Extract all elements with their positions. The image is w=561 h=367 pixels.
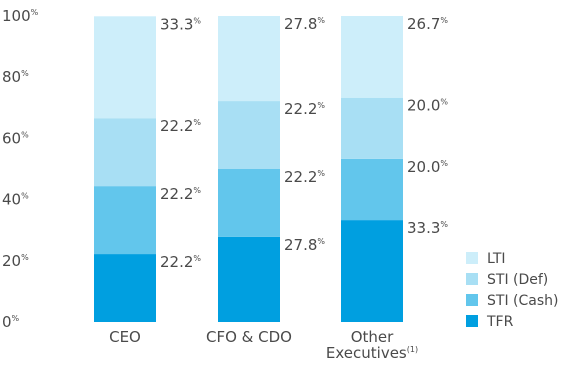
value-label: 33.3%: [407, 219, 448, 237]
y-tick-label: 0%: [2, 313, 20, 331]
legend-swatch: [466, 252, 478, 264]
value-label-suffix: %: [440, 16, 448, 25]
value-label-number: 22.2: [160, 185, 193, 203]
value-label-number: 33.3: [160, 15, 193, 33]
category-footnote: (1): [407, 345, 418, 354]
value-label-number: 20.0: [407, 158, 440, 176]
legend-swatch: [466, 273, 478, 285]
y-tick-suffix: %: [31, 8, 39, 17]
value-label: 22.2%: [160, 117, 201, 135]
value-label-suffix: %: [440, 220, 448, 229]
value-label: 33.3%: [160, 15, 201, 33]
legend-label: TFR: [486, 314, 514, 330]
bar-segment: [218, 236, 280, 322]
bar-segment: [341, 158, 403, 221]
legend-label: LTI: [487, 251, 506, 267]
bar-segment: [341, 220, 403, 322]
bar-segment: [341, 16, 403, 98]
bar-segment: [341, 97, 403, 159]
value-label: 20.0%: [407, 97, 448, 115]
value-label-number: 22.2: [284, 168, 317, 186]
legend-label: STI (Def): [487, 272, 548, 288]
y-tick-suffix: %: [21, 69, 29, 78]
bar-segment: [94, 186, 156, 255]
legend: LTI STI (Def) STI (Cash) TFR: [466, 251, 558, 330]
value-label-number: 22.2: [160, 253, 193, 271]
y-tick-value: 60: [2, 129, 21, 147]
y-tick-suffix: %: [21, 130, 29, 139]
y-tick-value: 40: [2, 191, 21, 209]
y-tick-value: 80: [2, 68, 21, 86]
legend-item: STI (Cash): [466, 293, 558, 309]
y-tick-suffix: %: [12, 314, 20, 323]
bar-segment: [94, 118, 156, 187]
value-label-number: 20.0: [407, 97, 440, 115]
value-label-number: 26.7: [407, 15, 440, 33]
value-label-suffix: %: [440, 98, 448, 107]
value-label: 22.2%: [160, 253, 201, 271]
category-label: CFO & CDO: [206, 328, 292, 346]
bar-segment: [218, 101, 280, 169]
value-label-suffix: %: [193, 118, 201, 127]
bars: [94, 16, 403, 322]
value-label-suffix: %: [193, 16, 201, 25]
legend-item: TFR: [466, 314, 514, 330]
value-label-suffix: %: [440, 159, 448, 168]
value-label-suffix: %: [193, 186, 201, 195]
value-label: 20.0%: [407, 158, 448, 176]
y-tick-suffix: %: [21, 192, 29, 201]
value-label-number: 22.2: [160, 117, 193, 135]
value-label: 22.2%: [160, 185, 201, 203]
value-label: 27.8%: [284, 236, 325, 254]
y-axis: 0%20%40%60%80%100%: [2, 7, 39, 331]
value-label-suffix: %: [317, 16, 325, 25]
value-label-number: 22.2: [284, 100, 317, 118]
y-tick-value: 20: [2, 252, 21, 270]
category-label-text: Other: [351, 328, 394, 346]
legend-item: LTI: [466, 251, 506, 267]
value-labels: 22.2%22.2%22.2%33.3%27.8%22.2%22.2%27.8%…: [160, 15, 448, 271]
category-label: CEO: [109, 328, 141, 346]
value-label-number: 27.8: [284, 236, 317, 254]
value-label: 22.2%: [284, 168, 325, 186]
category-label-text: Executives: [326, 344, 407, 362]
category-label-text: CEO: [109, 328, 141, 346]
category-label-text: CFO & CDO: [206, 328, 292, 346]
bar-segment: [94, 254, 156, 322]
y-tick-label: 20%: [2, 252, 29, 270]
bar-segment: [218, 169, 280, 237]
y-tick-value: 0: [2, 313, 12, 331]
value-label-suffix: %: [193, 254, 201, 263]
value-label-number: 27.8: [284, 15, 317, 33]
value-label-suffix: %: [317, 169, 325, 178]
legend-label: STI (Cash): [487, 293, 558, 309]
category-label: Other: [351, 328, 394, 346]
y-tick-suffix: %: [21, 253, 29, 262]
category-label: Executives(1): [326, 344, 418, 362]
legend-swatch: [466, 294, 478, 306]
value-label: 26.7%: [407, 15, 448, 33]
legend-item: STI (Def): [466, 272, 548, 288]
y-tick-value: 100: [2, 7, 31, 25]
y-tick-label: 60%: [2, 129, 29, 147]
bar-segment: [218, 16, 280, 102]
value-label-suffix: %: [317, 237, 325, 246]
legend-swatch: [466, 315, 478, 327]
value-label: 22.2%: [284, 100, 325, 118]
bar-segment: [94, 16, 156, 119]
y-tick-label: 80%: [2, 68, 29, 86]
value-label-number: 33.3: [407, 219, 440, 237]
value-label: 27.8%: [284, 15, 325, 33]
value-label-suffix: %: [317, 101, 325, 110]
y-tick-label: 40%: [2, 191, 29, 209]
y-tick-label: 100%: [2, 7, 39, 25]
